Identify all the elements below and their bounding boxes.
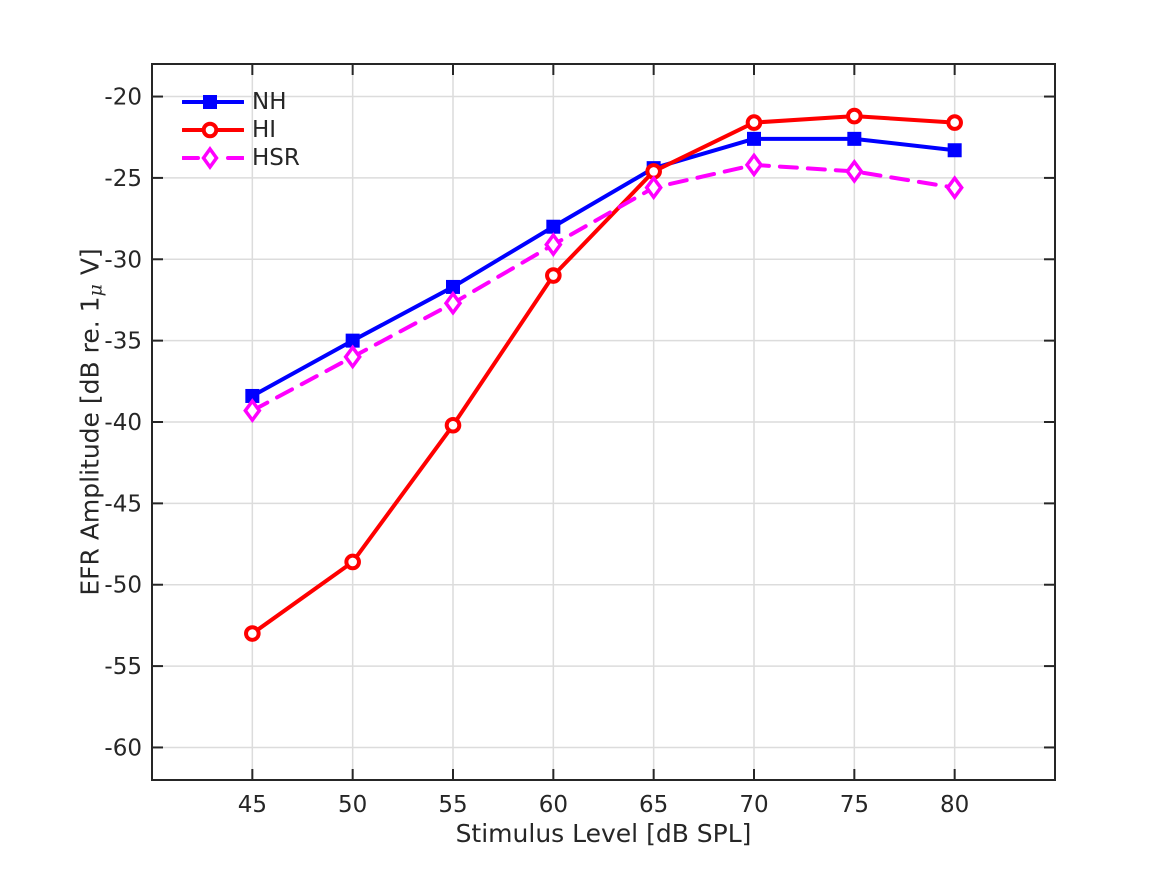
marker [343,344,362,370]
x-tick-label: 70 [739,792,768,818]
x-tick-label: 50 [338,792,367,818]
legend: NH HI HSR [182,88,300,172]
legend-line-marker-hi [182,121,244,139]
marker [344,553,361,571]
legend-line-marker-nh [182,95,244,109]
mu-symbol: μ [84,284,107,297]
marker [446,279,460,294]
series-line-hsr [250,162,957,413]
y-tick-label: -45 [104,491,142,517]
marker [546,219,561,234]
y-tick-label: -20 [104,85,142,111]
marker [345,333,360,348]
marker [545,267,562,284]
legend-line-marker-hsr [182,146,244,170]
marker [244,625,261,642]
marker [243,398,262,424]
marker [443,290,463,316]
x-tick-label: 60 [539,792,568,818]
marker [744,152,764,178]
y-tick-label: -55 [104,654,142,680]
y-tick-label: -50 [104,573,142,599]
marker [945,175,964,201]
marker [846,107,863,125]
legend-label-hsr: HSR [252,145,300,171]
marker [245,388,260,403]
x-tick-label: 65 [639,792,668,818]
legend-item-nh: NH [182,88,300,116]
marker [745,114,763,131]
marker [845,158,864,184]
y-tick-label: -35 [104,329,142,355]
series-line-nh [250,136,957,398]
marker [946,114,963,131]
marker [847,131,862,146]
marker [444,416,462,434]
series-hi [244,107,963,642]
y-tick-label: -60 [104,735,142,761]
marker [544,232,563,258]
gridlines [152,64,1055,780]
x-tick-label: 75 [840,792,869,818]
y-tick-label: -25 [104,166,142,192]
legend-item-hi: HI [182,116,300,144]
series-hsr [243,152,964,424]
y-axis-label-prefix: EFR Amplitude [dB re. 1 [75,296,105,596]
legend-label-hi: HI [252,117,277,143]
x-axis-label: Stimulus Level [dB SPL] [455,819,752,848]
marker [644,175,663,201]
axes [151,63,1056,781]
y-axis-label-suffix: V] [75,248,105,284]
series-line-hi [250,114,957,636]
x-tick-label: 55 [438,792,467,818]
x-tick-label: 45 [238,792,267,818]
y-axis-label: EFR Amplitude [dB re. 1μ V] [76,248,107,595]
tick-labels: 45 50 55 60 65 70 75 80 -20 -25 -30 -35 -40 -45 -50 -55… [104,85,969,818]
y-tick-label: -40 [104,410,142,436]
marker [747,131,761,146]
y-tick-label: -30 [104,247,142,273]
legend-label-nh: NH [252,89,287,115]
x-tick-label: 80 [940,792,969,818]
marker [947,143,962,158]
legend-item-hsr: HSR [182,144,300,172]
